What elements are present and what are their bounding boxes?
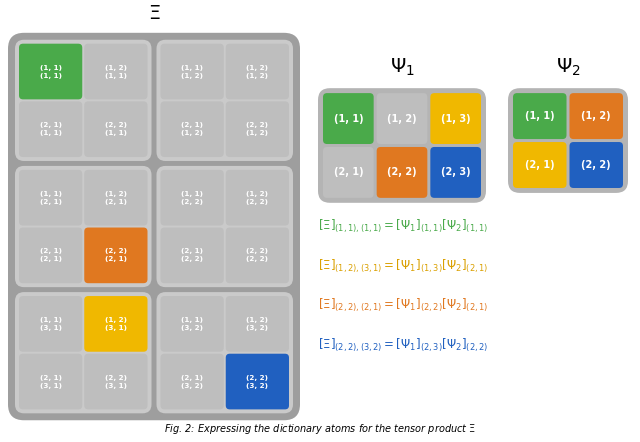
FancyBboxPatch shape [19, 296, 83, 352]
Text: (2, 2): (2, 2) [387, 168, 417, 177]
Text: (2, 2)
(3, 1): (2, 2) (3, 1) [105, 374, 127, 389]
FancyBboxPatch shape [8, 33, 300, 420]
Text: (1, 2)
(1, 2): (1, 2) (1, 2) [246, 65, 268, 79]
Text: $[\Xi]_{(1,1),(1,1)} = [\Psi_1]_{(1,1)}[\Psi_2]_{(1,1)}$: $[\Xi]_{(1,1),(1,1)} = [\Psi_1]_{(1,1)}[… [318, 218, 488, 235]
Text: (2, 3): (2, 3) [441, 168, 470, 177]
FancyBboxPatch shape [377, 147, 428, 198]
Text: (1, 1)
(2, 2): (1, 1) (2, 2) [181, 191, 203, 205]
FancyBboxPatch shape [226, 296, 289, 352]
Text: (1, 1)
(2, 1): (1, 1) (2, 1) [40, 191, 61, 205]
FancyBboxPatch shape [84, 228, 147, 283]
FancyBboxPatch shape [323, 147, 374, 198]
FancyBboxPatch shape [19, 44, 83, 99]
FancyBboxPatch shape [226, 354, 289, 409]
FancyBboxPatch shape [157, 40, 293, 161]
FancyBboxPatch shape [15, 166, 152, 287]
Text: $[\Xi]_{(2,2),(2,1)} = [\Psi_1]_{(2,2)}[\Psi_2]_{(2,1)}$: $[\Xi]_{(2,2),(2,1)} = [\Psi_1]_{(2,2)}[… [318, 297, 488, 314]
Text: $\Psi_2$: $\Psi_2$ [556, 57, 580, 78]
FancyBboxPatch shape [161, 296, 224, 352]
FancyBboxPatch shape [377, 93, 428, 144]
FancyBboxPatch shape [161, 354, 224, 409]
FancyBboxPatch shape [84, 170, 147, 225]
Text: (2, 2): (2, 2) [581, 160, 611, 170]
FancyBboxPatch shape [513, 93, 566, 139]
Text: $\Psi_1$: $\Psi_1$ [390, 57, 415, 78]
Text: (2, 1): (2, 1) [333, 168, 363, 177]
Text: (2, 2)
(2, 1): (2, 2) (2, 1) [105, 248, 127, 263]
Text: (2, 1)
(2, 1): (2, 1) (2, 1) [40, 248, 61, 263]
FancyBboxPatch shape [161, 44, 224, 99]
FancyBboxPatch shape [84, 44, 147, 99]
FancyBboxPatch shape [323, 93, 374, 144]
FancyBboxPatch shape [15, 40, 152, 161]
FancyBboxPatch shape [161, 101, 224, 157]
Text: (1, 2): (1, 2) [387, 114, 417, 124]
FancyBboxPatch shape [226, 170, 289, 225]
Text: (2, 1)
(2, 2): (2, 1) (2, 2) [181, 248, 203, 263]
FancyBboxPatch shape [570, 93, 623, 139]
Text: (2, 1)
(3, 2): (2, 1) (3, 2) [181, 374, 203, 389]
FancyBboxPatch shape [84, 354, 147, 409]
FancyBboxPatch shape [19, 101, 83, 157]
FancyBboxPatch shape [157, 292, 293, 413]
Text: (1, 1): (1, 1) [333, 114, 363, 124]
FancyBboxPatch shape [226, 228, 289, 283]
Text: (2, 1): (2, 1) [525, 160, 555, 170]
FancyBboxPatch shape [157, 166, 293, 287]
Text: (2, 2)
(1, 1): (2, 2) (1, 1) [105, 122, 127, 136]
FancyBboxPatch shape [513, 142, 566, 188]
Text: (1, 1)
(1, 1): (1, 1) (1, 1) [40, 65, 61, 79]
Text: (2, 1)
(1, 2): (2, 1) (1, 2) [181, 122, 203, 136]
Text: (1, 1)
(1, 2): (1, 1) (1, 2) [181, 65, 203, 79]
FancyBboxPatch shape [318, 88, 486, 203]
Text: (1, 2)
(2, 2): (1, 2) (2, 2) [246, 191, 268, 205]
FancyBboxPatch shape [84, 296, 147, 352]
FancyBboxPatch shape [430, 147, 481, 198]
Text: Fig. 2: Expressing the dictionary atoms for the tensor product $\Xi$: Fig. 2: Expressing the dictionary atoms … [164, 422, 476, 436]
Text: (1, 2)
(3, 1): (1, 2) (3, 1) [105, 317, 127, 331]
Text: $[\Xi]_{(1,2),(3,1)} = [\Psi_1]_{(1,3)}[\Psi_2]_{(2,1)}$: $[\Xi]_{(1,2),(3,1)} = [\Psi_1]_{(1,3)}[… [318, 257, 488, 275]
Text: (2, 1)
(3, 1): (2, 1) (3, 1) [40, 374, 61, 389]
Text: (1, 2)
(1, 1): (1, 2) (1, 1) [105, 65, 127, 79]
Text: (1, 1)
(3, 1): (1, 1) (3, 1) [40, 317, 61, 331]
Text: (2, 2)
(1, 2): (2, 2) (1, 2) [246, 122, 268, 136]
Text: (2, 1)
(1, 1): (2, 1) (1, 1) [40, 122, 61, 136]
FancyBboxPatch shape [84, 101, 147, 157]
FancyBboxPatch shape [19, 228, 83, 283]
Text: (1, 2)
(2, 1): (1, 2) (2, 1) [105, 191, 127, 205]
FancyBboxPatch shape [19, 170, 83, 225]
Text: (1, 1): (1, 1) [525, 111, 555, 121]
FancyBboxPatch shape [430, 93, 481, 144]
FancyBboxPatch shape [226, 44, 289, 99]
Text: $\Xi$: $\Xi$ [148, 4, 160, 23]
FancyBboxPatch shape [161, 228, 224, 283]
Text: (1, 1)
(3, 2): (1, 1) (3, 2) [181, 317, 203, 331]
FancyBboxPatch shape [226, 101, 289, 157]
Text: (1, 3): (1, 3) [441, 114, 470, 124]
FancyBboxPatch shape [570, 142, 623, 188]
Text: $[\Xi]_{(2,2),(3,2)} = [\Psi_1]_{(2,3)}[\Psi_2]_{(2,2)}$: $[\Xi]_{(2,2),(3,2)} = [\Psi_1]_{(2,3)}[… [318, 336, 488, 354]
FancyBboxPatch shape [161, 170, 224, 225]
FancyBboxPatch shape [19, 354, 83, 409]
Text: (2, 2)
(3, 2): (2, 2) (3, 2) [246, 374, 268, 389]
Text: (1, 2): (1, 2) [581, 111, 611, 121]
Text: (2, 2)
(2, 2): (2, 2) (2, 2) [246, 248, 268, 263]
FancyBboxPatch shape [15, 292, 152, 413]
Text: (1, 2)
(3, 2): (1, 2) (3, 2) [246, 317, 268, 331]
FancyBboxPatch shape [508, 88, 628, 193]
